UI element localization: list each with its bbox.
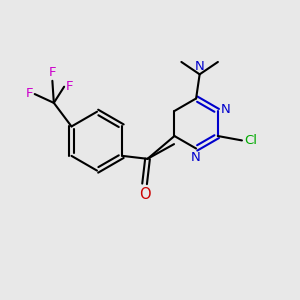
Text: N: N bbox=[191, 151, 201, 164]
Text: O: O bbox=[139, 188, 150, 202]
Text: F: F bbox=[49, 66, 56, 79]
Text: F: F bbox=[26, 87, 33, 100]
Text: Cl: Cl bbox=[244, 134, 257, 147]
Text: F: F bbox=[66, 80, 73, 93]
Text: N: N bbox=[221, 103, 230, 116]
Text: N: N bbox=[195, 60, 205, 73]
